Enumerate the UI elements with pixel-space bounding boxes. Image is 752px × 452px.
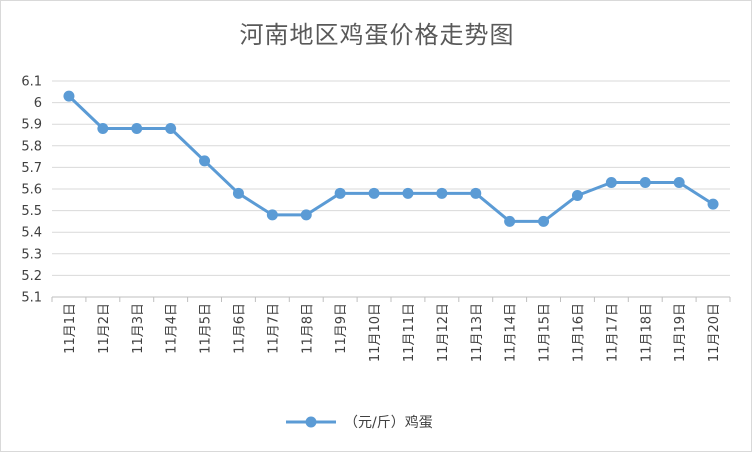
x-tick-group: 11月6日 — [232, 303, 247, 354]
data-point — [470, 187, 482, 199]
chart-title: 河南地区鸡蛋价格走势图 — [239, 21, 515, 49]
series-egg — [63, 90, 719, 227]
x-tick-label: 11月14日 — [504, 303, 519, 362]
x-tick-label: 11月12日 — [436, 303, 451, 362]
x-tick-label: 11月5日 — [199, 303, 214, 354]
x-tick-group: 11月15日 — [538, 303, 553, 362]
data-point — [436, 187, 448, 199]
y-tick-label: 5.7 — [21, 161, 42, 176]
x-tick-group: 11月9日 — [334, 303, 349, 354]
y-axis: 5.1 5.2 5.3 5.4 5.5 5.6 5.7 5.8 5.9 6 6.1 — [21, 75, 42, 306]
data-point — [571, 189, 583, 201]
x-tick-label: 11月16日 — [571, 303, 586, 362]
x-tick-label: 11月6日 — [232, 303, 247, 354]
y-tick-label: 6.1 — [21, 75, 42, 90]
x-tick-label: 11月10日 — [368, 303, 383, 362]
x-tick-label: 11月2日 — [97, 303, 112, 354]
legend-marker-swatch — [305, 416, 317, 428]
data-point — [368, 187, 380, 199]
data-point — [504, 215, 516, 227]
x-tick-group: 11月5日 — [199, 303, 214, 354]
y-tick-label: 5.1 — [21, 291, 42, 306]
x-tick-group: 11月20日 — [707, 303, 722, 362]
data-point — [673, 177, 685, 189]
x-tick-label: 11月20日 — [707, 303, 722, 362]
x-tick-group: 11月10日 — [368, 303, 383, 362]
x-tick-label: 11月17日 — [605, 303, 620, 362]
series-line — [67, 95, 714, 223]
x-tick-group: 11月18日 — [639, 303, 654, 362]
legend-label: （元/斤）鸡蛋 — [344, 414, 433, 431]
y-tick-label: 5.6 — [21, 183, 42, 198]
legend: （元/斤）鸡蛋 — [286, 414, 433, 431]
x-tick-group: 11月19日 — [673, 303, 688, 362]
x-tick-label: 11月8日 — [300, 303, 315, 354]
data-point — [300, 209, 312, 221]
x-tick-group: 11月12日 — [436, 303, 451, 362]
data-point — [165, 123, 177, 135]
x-tick-label: 11月9日 — [334, 303, 349, 354]
x-tick-group: 11月11日 — [402, 303, 417, 362]
x-tick-label: 11月15日 — [538, 303, 553, 362]
y-tick-label: 5.9 — [21, 118, 42, 133]
x-tick-group: 11月13日 — [470, 303, 485, 362]
data-point — [232, 187, 244, 199]
x-tick-group: 11月7日 — [266, 303, 281, 354]
x-tick-label: 11月19日 — [673, 303, 688, 362]
y-tick-label: 5.5 — [21, 204, 42, 219]
x-tick-label: 11月1日 — [63, 303, 78, 354]
data-point — [605, 177, 617, 189]
x-axis: 11月1日 11月2日 11月3日 11月4日 11月5日 11月6日 11月7日 11月8日… — [51, 296, 731, 362]
x-tick-group: 11月4日 — [165, 303, 180, 354]
x-tick-group: 11月8日 — [300, 303, 315, 354]
data-point — [402, 187, 414, 199]
x-tick-group: 11月1日 — [63, 303, 78, 354]
x-tick-label: 11月7日 — [266, 303, 281, 354]
x-tick-group: 11月17日 — [605, 303, 620, 362]
data-point — [199, 155, 211, 167]
y-tick-label: 5.3 — [21, 247, 42, 262]
data-point — [334, 187, 346, 199]
x-tick-label: 11月3日 — [131, 303, 146, 354]
x-tick-label: 11月18日 — [639, 303, 654, 362]
data-point — [131, 123, 143, 135]
grid-lines — [52, 80, 730, 276]
x-tick-group: 11月2日 — [97, 303, 112, 354]
x-tick-group: 11月3日 — [131, 303, 146, 354]
data-point — [63, 90, 75, 102]
y-tick-label: 5.2 — [21, 269, 42, 284]
y-tick-label: 5.8 — [21, 139, 42, 154]
data-point — [97, 123, 109, 135]
y-tick-label: 6 — [34, 96, 42, 111]
data-point — [639, 177, 651, 189]
x-tick-group: 11月16日 — [571, 303, 586, 362]
x-tick-group: 11月14日 — [504, 303, 519, 362]
x-tick-label: 11月11日 — [402, 303, 417, 362]
data-point — [538, 215, 550, 227]
y-tick-label: 5.4 — [21, 226, 42, 241]
data-point — [266, 209, 278, 221]
x-tick-label: 11月4日 — [165, 303, 180, 354]
data-point — [707, 198, 719, 210]
x-tick-label: 11月13日 — [470, 303, 485, 362]
